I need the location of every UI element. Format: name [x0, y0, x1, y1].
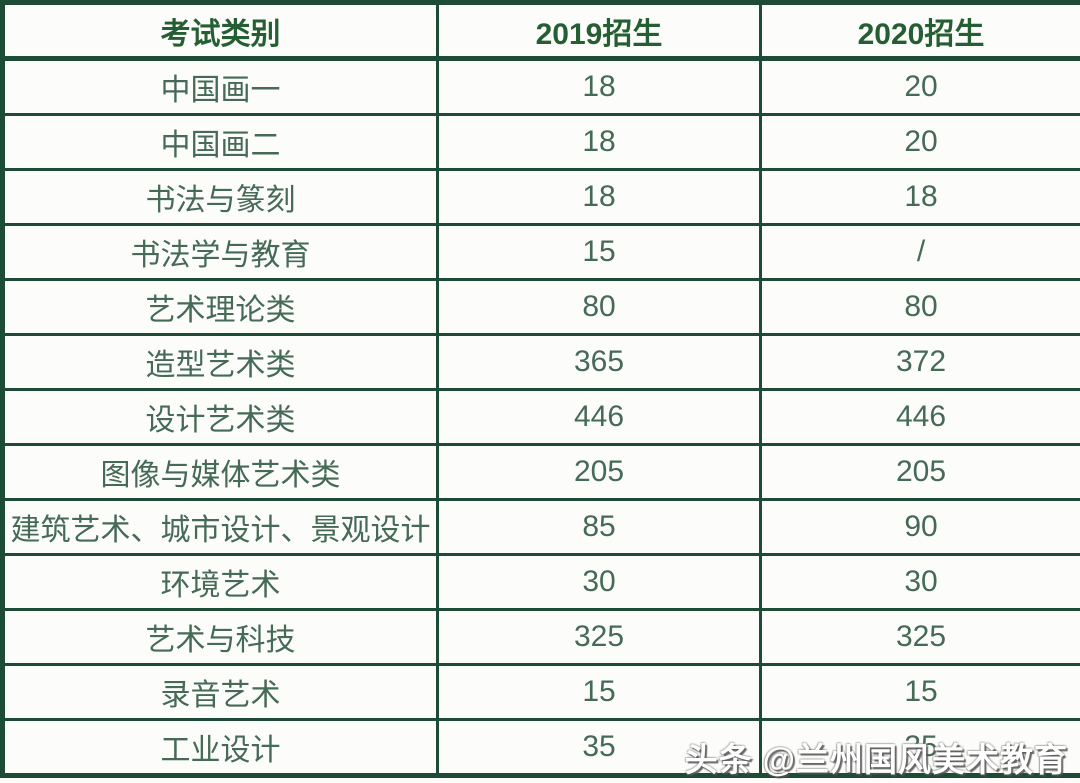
table-row: 中国画一 18 20: [1, 57, 1080, 116]
value-2020-cell: 35: [759, 718, 1080, 777]
category-cell: 书法学与教育: [1, 223, 439, 281]
table-row: 艺术理论类 80 80: [1, 278, 1080, 336]
column-header-exam-category: 考试类别: [1, 1, 439, 61]
category-cell: 建筑艺术、城市设计、景观设计: [1, 498, 439, 556]
category-cell: 中国画二: [1, 113, 439, 171]
table-row: 图像与媒体艺术类 205 205: [1, 443, 1080, 501]
table-header: 考试类别 2019招生 2020招生: [1, 1, 1080, 61]
value-2019-cell: 30: [436, 553, 762, 611]
value-2019-cell: 35: [436, 718, 762, 777]
category-cell: 图像与媒体艺术类: [1, 443, 439, 501]
value-2020-cell: 20: [759, 113, 1080, 171]
table-row: 书法与篆刻 18 18: [1, 168, 1080, 226]
value-2020-cell: 80: [759, 278, 1080, 336]
value-2019-cell: 15: [436, 663, 762, 721]
table-row: 艺术与科技 325 325: [1, 608, 1080, 666]
table-row: 书法学与教育 15 /: [1, 223, 1080, 281]
category-cell: 艺术与科技: [1, 608, 439, 666]
value-2020-cell: 205: [759, 443, 1080, 501]
value-2020-cell: 446: [759, 388, 1080, 446]
column-header-2019-enrollment: 2019招生: [436, 1, 762, 61]
value-2020-cell: 372: [759, 333, 1080, 391]
table-row: 造型艺术类 365 372: [1, 333, 1080, 391]
value-2019-cell: 18: [436, 57, 762, 116]
value-2020-cell: 325: [759, 608, 1080, 666]
value-2019-cell: 446: [436, 388, 762, 446]
table-row: 录音艺术 15 15: [1, 663, 1080, 721]
category-cell: 艺术理论类: [1, 278, 439, 336]
category-cell: 录音艺术: [1, 663, 439, 721]
value-2020-cell: 15: [759, 663, 1080, 721]
header-row: 考试类别 2019招生 2020招生: [1, 1, 1080, 61]
category-cell: 设计艺术类: [1, 388, 439, 446]
table-row: 工业设计 35 35: [1, 718, 1080, 777]
category-cell: 书法与篆刻: [1, 168, 439, 226]
category-cell: 造型艺术类: [1, 333, 439, 391]
value-2019-cell: 18: [436, 113, 762, 171]
value-2020-cell: 20: [759, 57, 1080, 116]
column-header-2020-enrollment: 2020招生: [759, 1, 1080, 61]
category-cell: 环境艺术: [1, 553, 439, 611]
value-2019-cell: 365: [436, 333, 762, 391]
value-2020-cell: 18: [759, 168, 1080, 226]
value-2019-cell: 205: [436, 443, 762, 501]
value-2019-cell: 325: [436, 608, 762, 666]
value-2019-cell: 85: [436, 498, 762, 556]
value-2019-cell: 18: [436, 168, 762, 226]
table-row: 设计艺术类 446 446: [1, 388, 1080, 446]
value-2020-cell: /: [759, 223, 1080, 281]
value-2019-cell: 80: [436, 278, 762, 336]
value-2019-cell: 15: [436, 223, 762, 281]
value-2020-cell: 90: [759, 498, 1080, 556]
category-cell: 工业设计: [1, 718, 439, 777]
table-row: 环境艺术 30 30: [1, 553, 1080, 611]
value-2020-cell: 30: [759, 553, 1080, 611]
category-cell: 中国画一: [1, 57, 439, 116]
table-body: 中国画一 18 20 中国画二 18 20 书法与篆刻 18 18 书法学与教育…: [1, 57, 1080, 777]
table-row: 中国画二 18 20: [1, 113, 1080, 171]
table-row: 建筑艺术、城市设计、景观设计 85 90: [1, 498, 1080, 556]
